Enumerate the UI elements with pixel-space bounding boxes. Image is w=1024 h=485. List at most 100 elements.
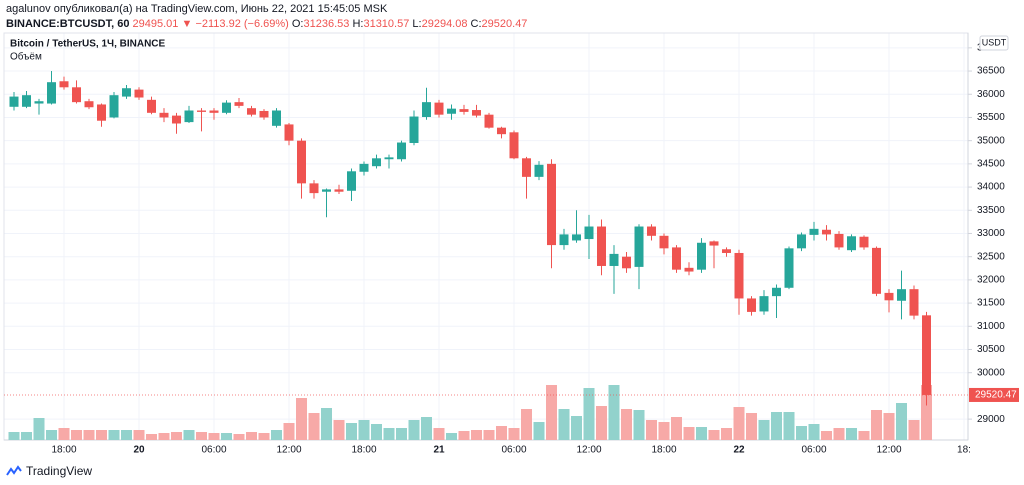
volume-bar	[483, 430, 495, 440]
candle-body	[22, 95, 31, 107]
volume-bar	[921, 385, 932, 440]
volume-bar	[371, 424, 382, 440]
o-label: O:	[291, 18, 304, 30]
volume-bar	[258, 433, 270, 440]
volume-bar	[471, 430, 482, 440]
h-label: H:	[352, 18, 364, 30]
price-label: 29520.47	[975, 390, 1017, 401]
candle-body	[34, 101, 44, 104]
volume-bar	[446, 433, 457, 440]
x-tick-label: 21	[433, 445, 445, 456]
candle-body	[759, 296, 769, 312]
volume-bar	[558, 409, 570, 440]
volume-bar	[783, 412, 795, 440]
x-tick-label: 12:00	[876, 445, 901, 456]
candle-body	[559, 234, 569, 246]
volume-bar	[671, 417, 682, 440]
volume-bar	[496, 426, 507, 440]
candle-body	[872, 247, 881, 294]
volume-bar	[96, 430, 107, 440]
candle-body	[272, 110, 281, 126]
x-tick-label: 20	[133, 445, 145, 456]
arrow: ▼	[181, 18, 193, 30]
candle-body	[197, 110, 206, 112]
volume-bar	[633, 410, 645, 440]
x-tick-label: 18:00	[51, 445, 76, 456]
volume-bar	[333, 420, 345, 440]
candle-body	[534, 164, 544, 177]
candle-body	[247, 108, 256, 115]
y-tick-label: 30000	[977, 367, 1005, 378]
y-tick-label: 33500	[977, 205, 1005, 216]
volume-bar	[858, 431, 870, 440]
y-tick-label: 31500	[977, 298, 1005, 309]
candle-body	[734, 252, 744, 299]
candle-body	[334, 189, 344, 192]
candle-body	[747, 298, 756, 312]
volume-bar	[433, 428, 445, 440]
change: −2113.92 (−6.69%)	[195, 18, 289, 30]
candle-body	[372, 158, 381, 167]
candle-body	[97, 104, 106, 121]
volume-bar	[346, 423, 357, 440]
volume-bar	[721, 428, 732, 440]
candle-body	[659, 235, 669, 249]
volume-bar	[908, 420, 920, 440]
volume-bar	[146, 434, 157, 440]
chart: Bitcoin / TetherUS, 1Ч, BINANCE Объём 29…	[3, 32, 1019, 456]
candle-body	[834, 233, 844, 248]
candle-body	[634, 226, 644, 267]
volume-bar	[308, 413, 320, 440]
candle-body	[134, 89, 144, 98]
x-tick-label: 06:00	[801, 445, 826, 456]
x-tick-label: 06:00	[201, 445, 226, 456]
volume-bar	[896, 403, 907, 440]
candle-body	[284, 124, 294, 141]
candle-body	[584, 226, 594, 240]
currency-box	[979, 35, 1009, 51]
volume-bar	[771, 412, 782, 440]
volume-bar	[533, 422, 545, 440]
volume-bar	[221, 433, 232, 440]
candle-body	[472, 110, 481, 116]
volume-bar	[708, 430, 720, 440]
volume-bar	[846, 428, 857, 440]
candle-body	[184, 110, 194, 123]
candle-body	[859, 236, 869, 248]
volume-bar	[583, 388, 595, 440]
volume-bar	[521, 409, 532, 440]
y-tick-label: 34000	[977, 182, 1005, 193]
logo	[6, 465, 22, 476]
volume-bar	[296, 398, 307, 440]
y-tick-label: 31000	[977, 321, 1005, 332]
candle-body	[259, 110, 269, 118]
volume-bar	[658, 422, 670, 440]
candle-body	[847, 236, 856, 251]
o-value: 31236.53	[303, 18, 350, 30]
volume-bar	[83, 430, 95, 440]
x-tick-label: 22	[733, 445, 745, 456]
candle-body	[909, 289, 919, 316]
volume-bar	[233, 434, 245, 440]
volume-bar	[546, 385, 557, 440]
volume-label: Объём	[10, 51, 42, 63]
candle-body	[397, 142, 406, 160]
volume-bar	[121, 430, 132, 440]
footer: TradingView	[6, 464, 92, 478]
volume-bar	[171, 432, 182, 440]
candle-body	[597, 226, 606, 266]
volume-bar	[508, 428, 520, 440]
volume-bar	[646, 420, 657, 440]
candle-body	[547, 163, 556, 246]
candle-body	[722, 249, 731, 253]
candle-body	[509, 132, 519, 159]
candle-body	[784, 248, 794, 288]
x-tick-label: 06:00	[501, 445, 526, 456]
candle-body	[122, 88, 131, 97]
y-tick-label: 29000	[977, 414, 1005, 425]
volume-bar	[696, 427, 707, 440]
volume-bar	[608, 385, 620, 440]
candle-body	[84, 101, 94, 108]
volume-bar	[833, 428, 845, 440]
